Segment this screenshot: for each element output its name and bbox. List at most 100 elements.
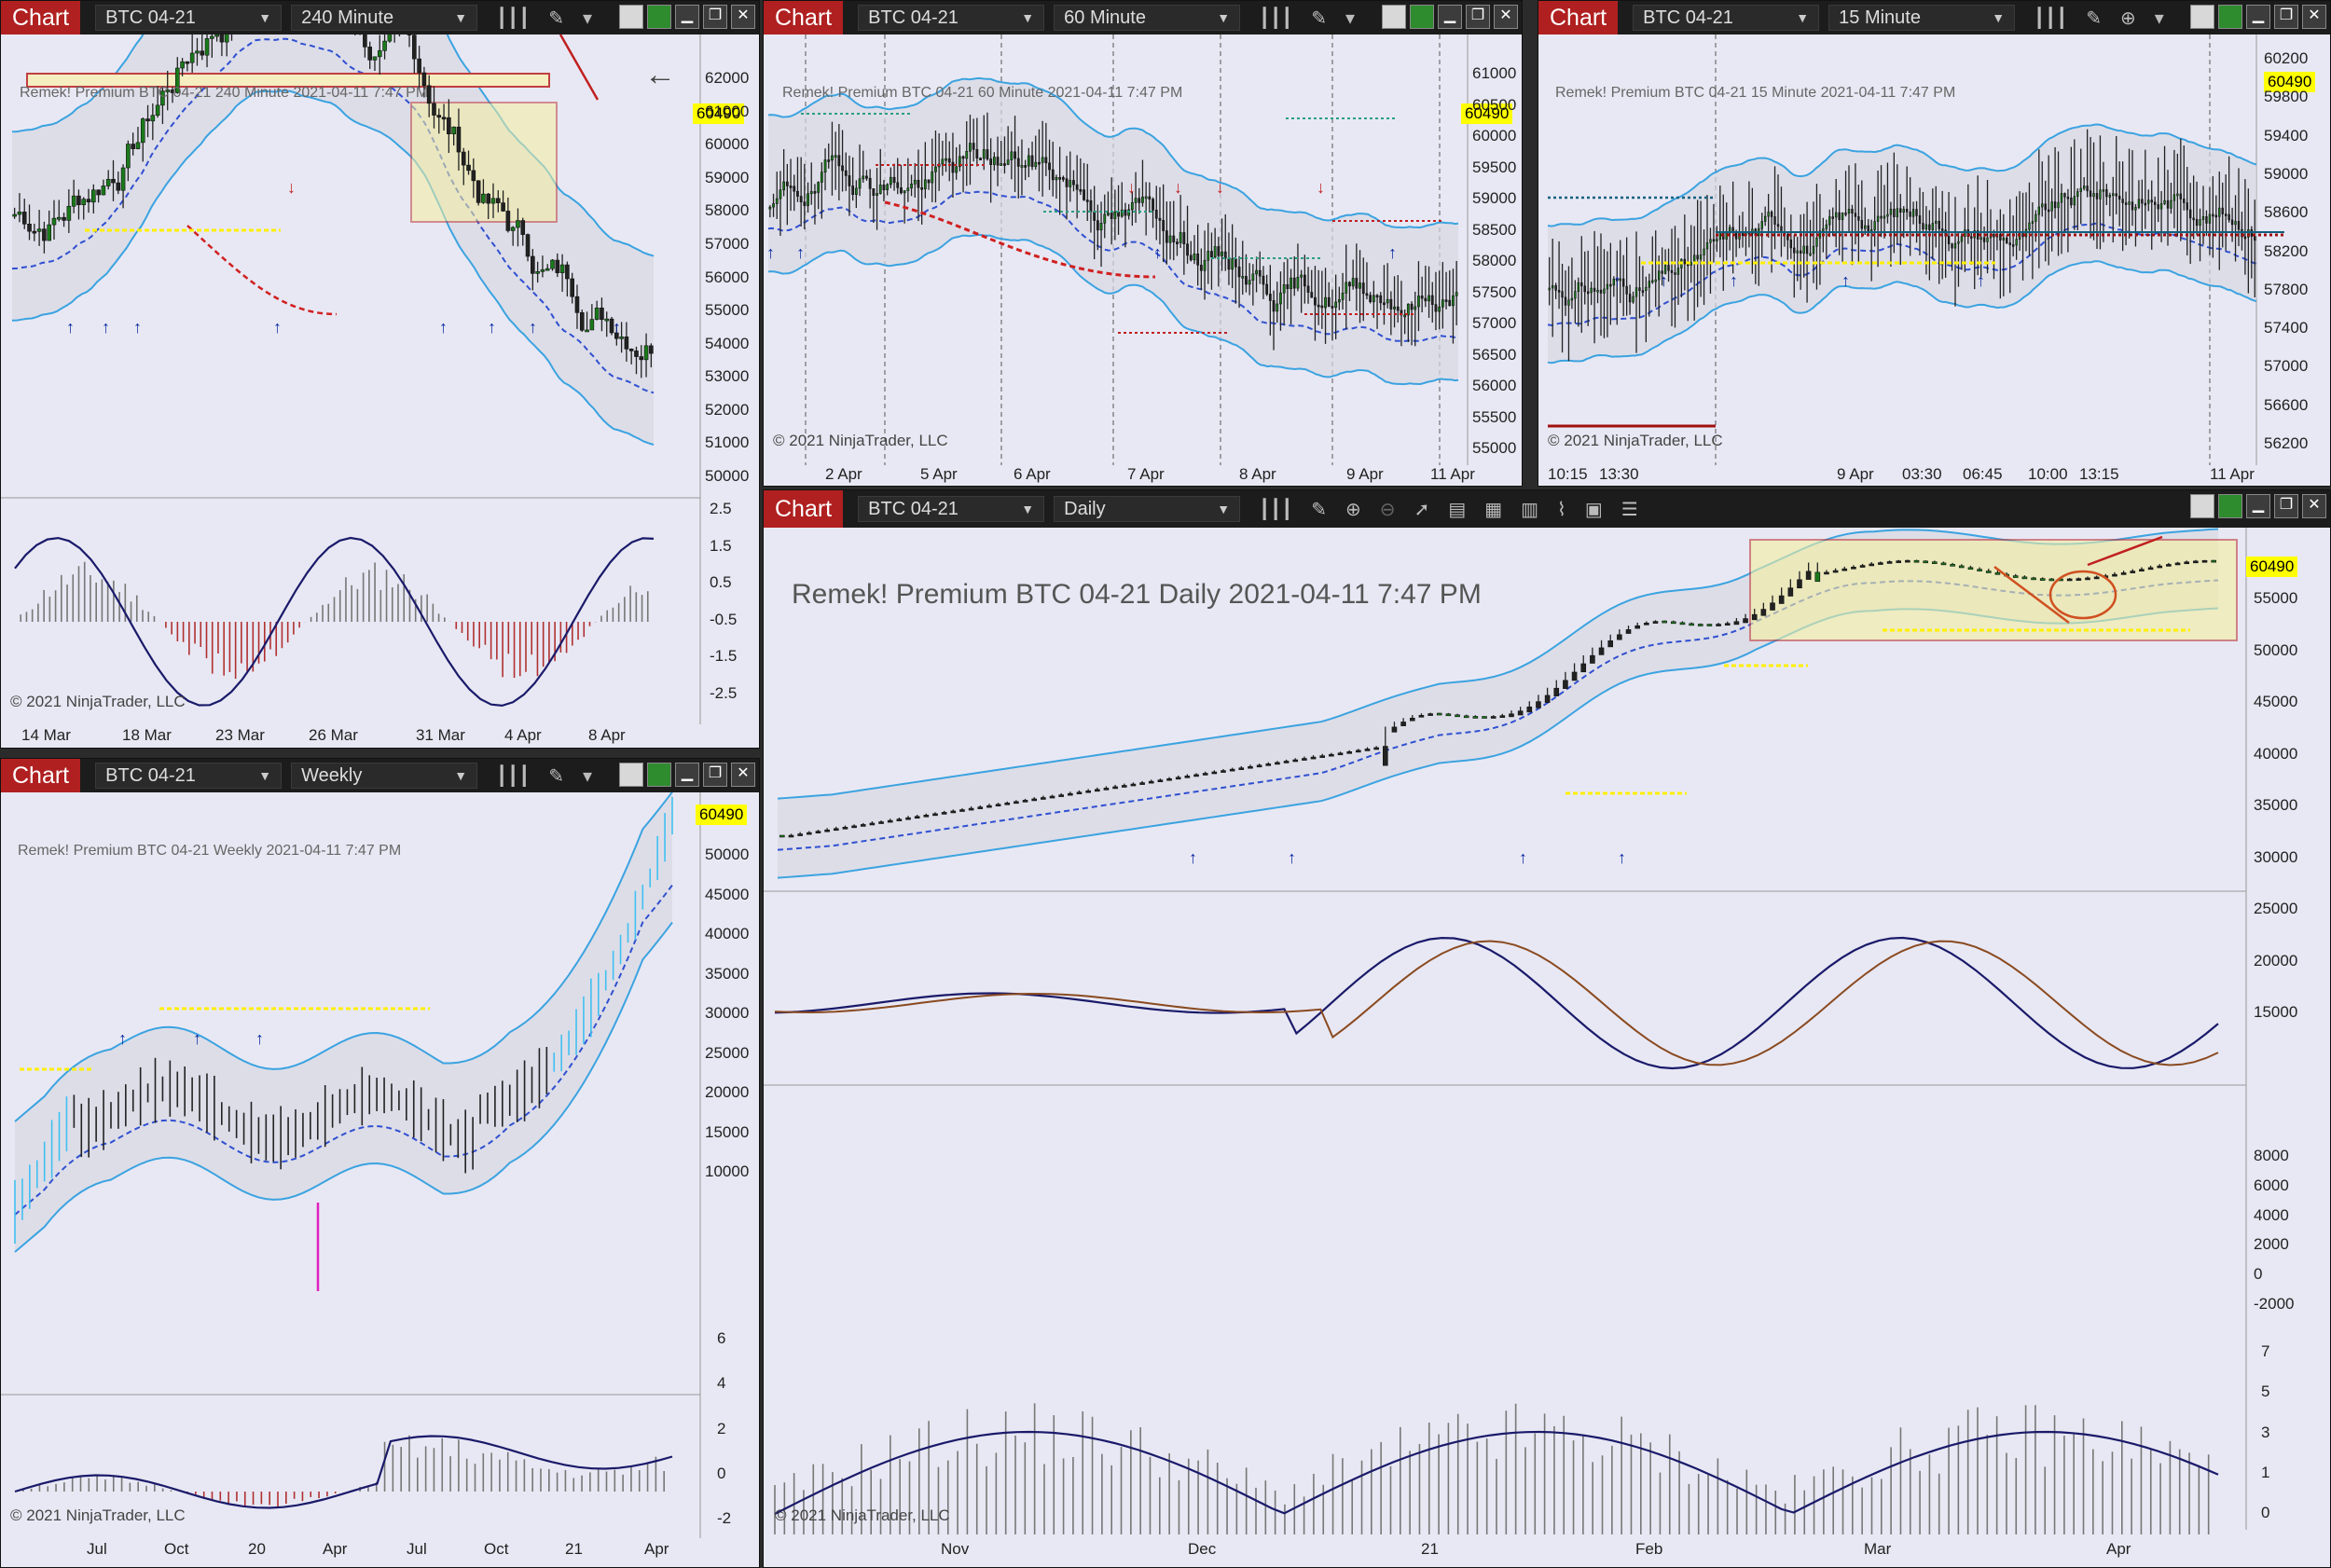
price-chart-daily[interactable]: ↑ ↑ ↑ ↑ <box>764 528 2330 1567</box>
candle <box>1931 223 1935 230</box>
strategies-icon[interactable]: ⌇ <box>1557 499 1566 520</box>
candle <box>2214 214 2218 218</box>
chart-menu-button[interactable]: Chart <box>1 759 81 792</box>
candle <box>1644 623 1649 626</box>
chart-menu-button[interactable]: Chart <box>764 490 844 528</box>
bar-chart-icon[interactable]: ┃┃┃ <box>496 7 531 29</box>
pointer-icon[interactable]: ➚ <box>1414 499 1430 520</box>
close-button[interactable]: ✕ <box>2302 494 2326 518</box>
interval-selector[interactable]: 240 Minute ▼ <box>291 5 478 31</box>
red-trailing-stop <box>884 200 1156 279</box>
restore-button[interactable]: ❐ <box>1466 5 1490 29</box>
bar-chart-icon[interactable]: ┃┃┃ <box>2034 7 2068 29</box>
link-green-button[interactable] <box>647 763 671 787</box>
close-button[interactable]: ✕ <box>731 763 755 787</box>
restore-button[interactable]: ❐ <box>703 5 727 29</box>
trend-line <box>1993 566 2070 624</box>
minimize-button[interactable]: ▁ <box>2246 5 2270 29</box>
candle <box>2193 560 2199 564</box>
chevron-down-icon[interactable]: ▾ <box>2154 7 2164 29</box>
price-chart-60min[interactable]: ↑ ↑ ↑ ↑ ↓ ↓ ↓ ↓ <box>764 34 1522 486</box>
zoom-in-icon[interactable]: ⊕ <box>1345 499 1361 520</box>
link-color-button[interactable] <box>619 5 643 29</box>
link-green-button[interactable] <box>647 5 671 29</box>
restore-button[interactable]: ❐ <box>2274 5 2298 29</box>
price-chart-weekly[interactable]: ↑ ↑ ↑ <box>1 792 759 1567</box>
lower-band <box>1547 260 2257 364</box>
interval-selector[interactable]: Daily ▼ <box>1054 496 1241 522</box>
bar-chart-icon[interactable]: ┃┃┃ <box>1259 7 1293 29</box>
trailing-stop <box>11 37 655 394</box>
link-color-button[interactable] <box>619 763 643 787</box>
pencil-icon[interactable]: ✎ <box>2086 7 2103 29</box>
candle <box>872 188 876 196</box>
pencil-icon[interactable]: ✎ <box>548 7 565 29</box>
zoom-out-icon[interactable]: ⊖ <box>1379 499 1396 520</box>
pencil-icon[interactable]: ✎ <box>1311 499 1328 520</box>
price-chart-240min[interactable]: ↑ ↑ ↑ ↑ ↑ ↑ ↑ ↑ ↓ <box>1 34 759 748</box>
link-green-button[interactable] <box>2218 5 2242 29</box>
chart-toolbar: Chart BTC 04-21 ▼ Daily ▼ ┃┃┃ ✎ ⊕ ⊖ ➚ ▤ ▦ … <box>764 490 2330 528</box>
candle <box>2070 198 2073 206</box>
chevron-down-icon: ▼ <box>1796 10 1810 25</box>
chevron-down-icon[interactable]: ▾ <box>1345 7 1356 29</box>
close-button[interactable]: ✕ <box>1494 5 1518 29</box>
back-arrow-icon[interactable]: ← <box>644 57 676 92</box>
alerts-icon[interactable]: ▣ <box>1584 499 1603 520</box>
chevron-down-icon: ▼ <box>454 768 468 783</box>
interval-selector[interactable]: 15 Minute ▼ <box>1828 5 2016 31</box>
restore-button[interactable]: ❐ <box>2274 494 2298 518</box>
bar-chart-icon[interactable]: ┃┃┃ <box>496 765 531 787</box>
last-price-label: 60490 <box>696 805 748 825</box>
chart-menu-button[interactable]: Chart <box>764 1 844 34</box>
link-color-button[interactable] <box>2190 5 2214 29</box>
pencil-icon[interactable]: ✎ <box>1311 7 1328 29</box>
link-green-button[interactable] <box>2218 494 2242 518</box>
data-box-icon[interactable]: ▤ <box>1448 499 1467 520</box>
candle <box>165 89 171 92</box>
candle <box>1189 254 1193 261</box>
oscillator-line <box>774 1430 2219 1515</box>
candle <box>1913 559 1920 563</box>
minimize-button[interactable]: ▁ <box>675 763 699 787</box>
interval-selector[interactable]: 60 Minute ▼ <box>1054 5 1241 31</box>
minimize-button[interactable]: ▁ <box>675 5 699 29</box>
chart-menu-button[interactable]: Chart <box>1 1 81 34</box>
lower-band <box>767 233 1459 386</box>
properties-icon[interactable]: ▦ <box>1484 499 1503 520</box>
zoom-icon[interactable]: ⊕ <box>2120 7 2136 29</box>
trailing-stop <box>767 190 1459 342</box>
minimize-button[interactable]: ▁ <box>1438 5 1462 29</box>
price-chart-15min[interactable]: ↑ ↑ ↑ ↑ ↑ <box>1538 34 2330 486</box>
bar-chart-icon[interactable]: ┃┃┃ <box>1259 499 1293 520</box>
link-green-button[interactable] <box>1410 5 1434 29</box>
candle <box>555 259 560 273</box>
candle <box>2188 209 2192 219</box>
list-icon[interactable]: ☰ <box>1621 499 1638 520</box>
candle <box>1957 241 1960 244</box>
minimize-button[interactable]: ▁ <box>2246 494 2270 518</box>
link-color-button[interactable] <box>2190 494 2214 518</box>
candle <box>1310 292 1314 298</box>
close-button[interactable]: ✕ <box>731 5 755 29</box>
chart-toolbar: Chart BTC 04-21 ▼ Weekly ▼ ┃┃┃ ✎ ▾ ▁ ❐ ✕ <box>1 759 759 792</box>
instrument-selector[interactable]: BTC 04-21 ▼ <box>1633 5 1820 31</box>
restore-button[interactable]: ❐ <box>703 763 727 787</box>
interval-selector[interactable]: Weekly ▼ <box>291 763 478 789</box>
pencil-icon[interactable]: ✎ <box>548 765 565 787</box>
chart-menu-button[interactable]: Chart <box>1538 1 1619 34</box>
chevron-down-icon[interactable]: ▾ <box>583 765 593 787</box>
candle <box>1444 299 1448 302</box>
axis-tick-label: 20000 <box>705 1083 750 1101</box>
candle <box>461 151 466 166</box>
candle <box>1393 306 1396 309</box>
instrument-selector[interactable]: BTC 04-21 ▼ <box>95 763 283 789</box>
indicators-icon[interactable]: ▥ <box>1521 499 1539 520</box>
link-color-button[interactable] <box>1382 5 1406 29</box>
instrument-selector[interactable]: BTC 04-21 ▼ <box>858 5 1045 31</box>
chevron-down-icon[interactable]: ▾ <box>583 7 593 29</box>
instrument-selector[interactable]: BTC 04-21 ▼ <box>95 5 283 31</box>
candle <box>823 159 827 173</box>
instrument-selector[interactable]: BTC 04-21 ▼ <box>858 496 1045 522</box>
close-button[interactable]: ✕ <box>2302 5 2326 29</box>
